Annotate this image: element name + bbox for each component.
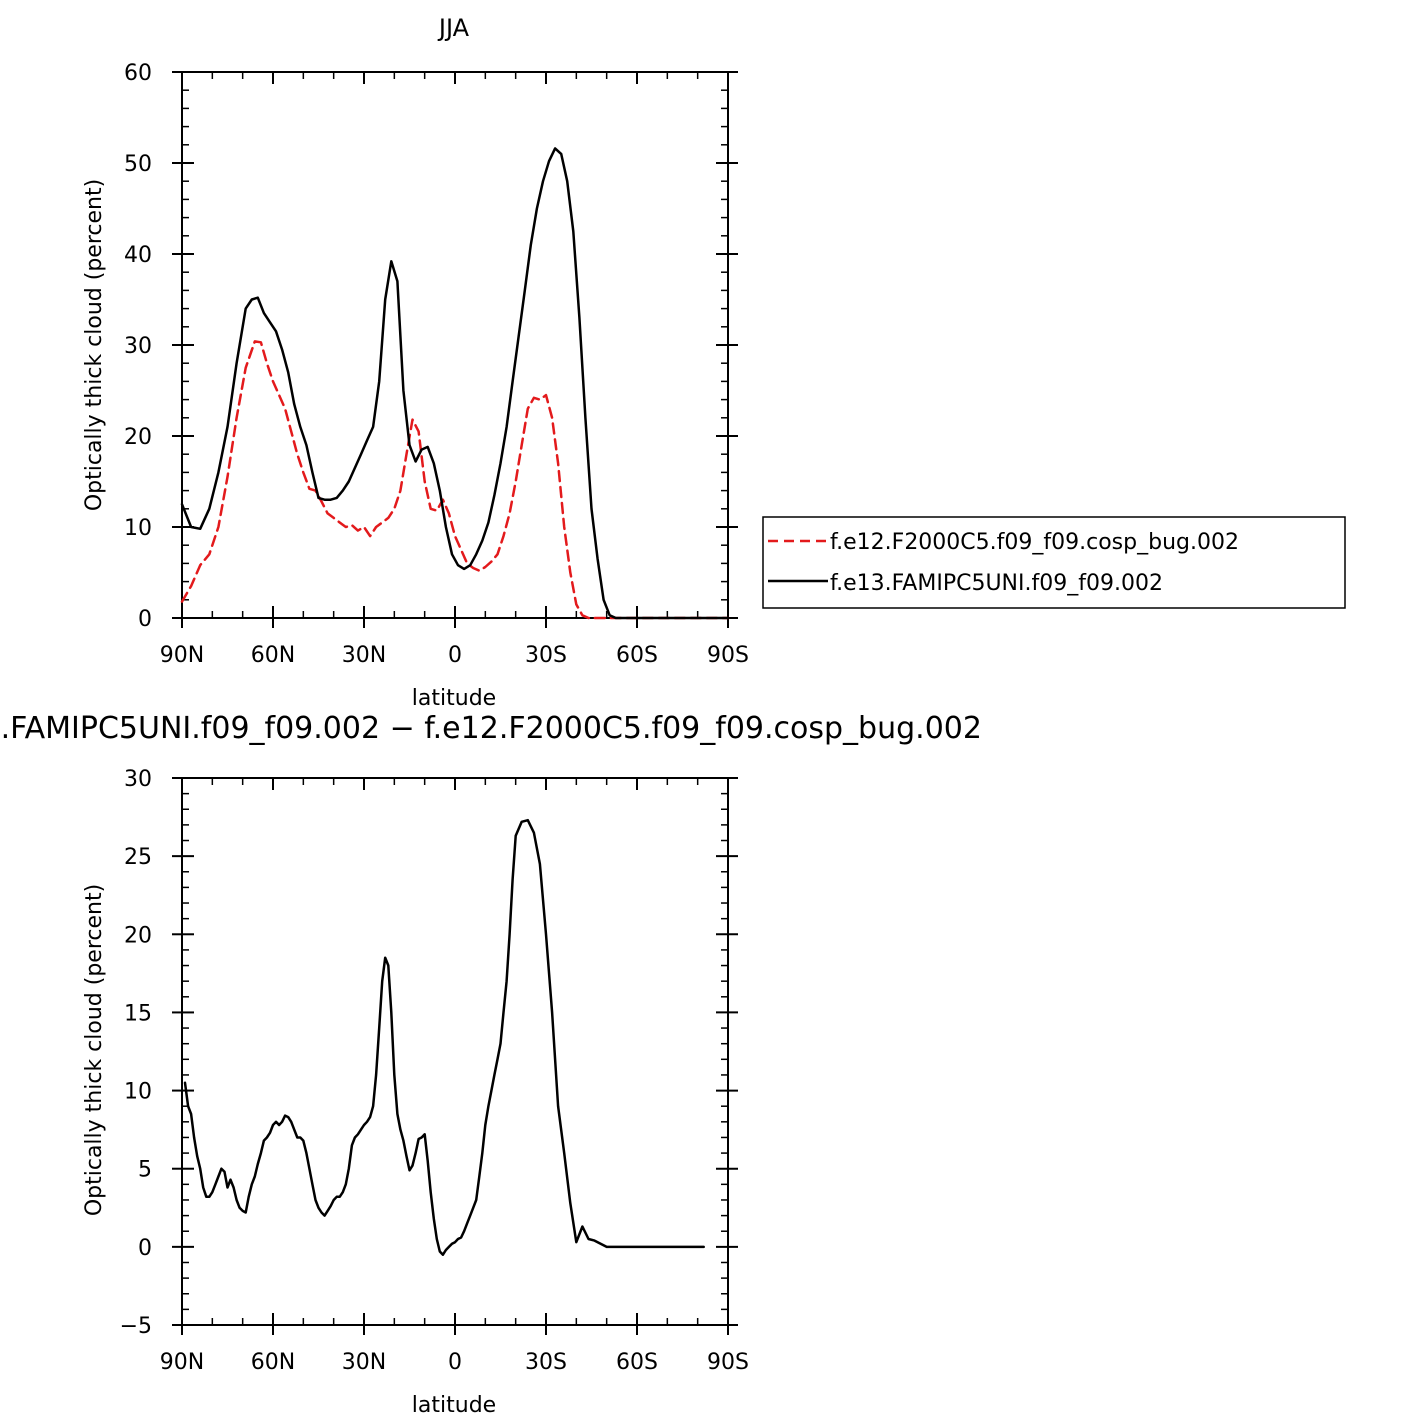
y-tick-label-bottom: −5 <box>120 1314 152 1339</box>
x-tick-label-top: 30N <box>342 643 386 668</box>
y-tick-label-bottom: 25 <box>124 845 152 870</box>
x-axis-label-top: latitude <box>412 686 496 711</box>
y-axis-label-bottom: Optically thick cloud (percent) <box>82 884 107 1216</box>
x-tick-label-bottom: 60S <box>616 1350 658 1375</box>
x-tick-label-top: 0 <box>448 643 462 668</box>
panel-bottom: f.e13.FAMIPC5UNI.f09_f09.002 − f.e12.F20… <box>0 711 982 1418</box>
plot-frame-top <box>181 71 729 619</box>
y-tick-label-top: 20 <box>124 425 152 450</box>
x-tick-label-bottom: 90N <box>160 1350 204 1375</box>
legend-box <box>762 516 1346 609</box>
x-tick-label-top: 60S <box>616 643 658 668</box>
panel-top: JJA 90N 60N 30N 0 30S 60S 90S 0 10 20 30 40 50 60 lat… <box>82 14 749 711</box>
x-tick-label-top: 60N <box>251 643 295 668</box>
x-tick-label-bottom: 90S <box>707 1350 749 1375</box>
y-tick-label-bottom: 5 <box>138 1158 152 1183</box>
y-tick-label-bottom: 0 <box>138 1236 152 1261</box>
y-tick-label-top: 60 <box>124 61 152 86</box>
y-axis-label-top: Optically thick cloud (percent) <box>82 179 107 511</box>
legend-label-series-2: f.e13.FAMIPC5UNI.f09_f09.002 <box>830 571 1163 596</box>
x-tick-label-bottom: 0 <box>448 1350 462 1375</box>
y-tick-label-top: 50 <box>124 152 152 177</box>
y-tick-label-bottom: 15 <box>124 1001 152 1026</box>
series-line-top-2 <box>180 147 730 620</box>
series-line-top-1 <box>180 340 730 620</box>
y-tick-label-top: 0 <box>138 607 152 632</box>
x-tick-label-bottom: 60N <box>251 1350 295 1375</box>
x-tick-label-bottom: 30N <box>342 1350 386 1375</box>
y-tick-label-top: 40 <box>124 243 152 268</box>
x-tick-label-top: 90N <box>160 643 204 668</box>
x-tick-label-bottom: 30S <box>525 1350 567 1375</box>
y-tick-label-bottom: 30 <box>124 767 152 792</box>
series-line-bottom-1 <box>183 818 705 1256</box>
legend-label-series-1: f.e12.F2000C5.f09_f09.cosp_bug.002 <box>830 530 1239 555</box>
y-tick-label-top: 30 <box>124 334 152 359</box>
title-bottom: f.e13.FAMIPC5UNI.f09_f09.002 − f.e12.F20… <box>0 711 982 746</box>
y-tick-label-top: 10 <box>124 516 152 541</box>
x-axis-label-bottom: latitude <box>412 1393 496 1418</box>
title-top: JJA <box>437 14 470 42</box>
y-tick-label-bottom: 10 <box>124 1080 152 1105</box>
x-tick-label-top: 30S <box>525 643 567 668</box>
x-tick-label-top: 90S <box>707 643 749 668</box>
y-tick-label-bottom: 20 <box>124 923 152 948</box>
legend: f.e12.F2000C5.f09_f09.cosp_bug.002 f.e13… <box>762 516 1346 609</box>
